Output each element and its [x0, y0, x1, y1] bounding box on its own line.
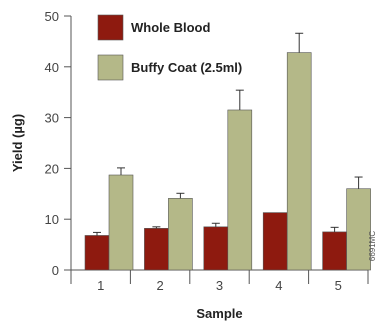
x-tick-label-5: 5	[335, 278, 342, 293]
legend: Whole Blood Buffy Coat (2.5ml)	[97, 14, 242, 81]
y-axis-title: Yield (µg)	[10, 114, 25, 172]
x-axis-title: Sample	[196, 306, 242, 321]
x-tick-label-1: 1	[97, 278, 104, 293]
bar-whole-blood-sample-4	[262, 212, 288, 271]
x-axis-ticks: 1 2 3 4 5	[70, 270, 369, 293]
bar-whole-blood-sample-2	[144, 228, 169, 271]
x-tick-label-4: 4	[275, 278, 282, 293]
bar-buffy-coat-2-5ml-sample-2	[168, 198, 193, 271]
error-bars	[93, 32, 363, 236]
y-tick-label-10: 10	[45, 212, 59, 227]
y-tick-label-30: 30	[45, 111, 59, 126]
x-tick-label-3: 3	[216, 278, 223, 293]
legend-label-whole-blood: Whole Blood	[131, 20, 210, 35]
y-tick-label-50: 50	[45, 9, 59, 24]
legend-swatch-whole-blood	[97, 14, 124, 41]
x-tick-label-2: 2	[156, 278, 163, 293]
figure-code-label: 6691MC	[368, 231, 377, 261]
y-tick-label-20: 20	[45, 161, 59, 176]
bar-buffy-coat-2-5ml-sample-5	[346, 188, 371, 271]
y-axis-ticks: 0 10 20 30 40 50	[45, 9, 71, 278]
bar-buffy-coat-2-5ml-sample-4	[286, 52, 312, 271]
bars	[84, 52, 371, 271]
legend-label-buffy-coat: Buffy Coat (2.5ml)	[131, 60, 242, 75]
bar-whole-blood-sample-5	[322, 231, 347, 271]
bar-buffy-coat-2-5ml-sample-3	[227, 109, 253, 271]
bar-whole-blood-sample-3	[203, 226, 229, 271]
legend-swatch-buffy-coat	[97, 54, 124, 81]
bar-whole-blood-sample-1	[84, 235, 110, 271]
bar-buffy-coat-2-5ml-sample-1	[108, 174, 134, 271]
y-tick-label-40: 40	[45, 60, 59, 75]
y-tick-label-0: 0	[52, 263, 59, 278]
